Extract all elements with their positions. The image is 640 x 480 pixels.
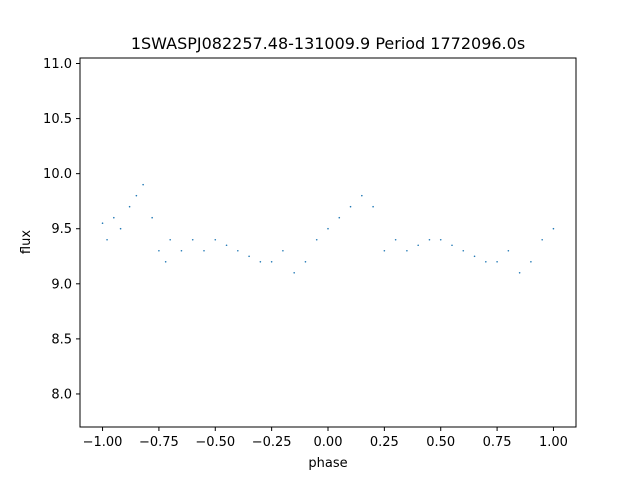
data-point [372, 205, 374, 208]
data-point [135, 194, 138, 197]
data-point [439, 238, 442, 241]
y-tick-label: 8.5 [51, 332, 72, 347]
data-point [203, 249, 205, 252]
data-point [383, 249, 386, 252]
x-tick-label: 0.25 [370, 435, 399, 450]
data-point [485, 260, 487, 263]
data-point [530, 260, 532, 263]
y-axis-label: flux [19, 230, 34, 254]
data-point [552, 227, 555, 230]
data-point [282, 249, 284, 252]
data-point [180, 249, 183, 252]
y-tick-label: 9.5 [51, 222, 72, 237]
y-tick-label: 10.0 [43, 167, 72, 182]
data-point [293, 271, 295, 274]
data-point [394, 238, 397, 241]
data-point [518, 271, 521, 274]
data-point [164, 260, 167, 263]
y-tick-label: 10.5 [43, 112, 72, 127]
x-tick-label: −1.00 [83, 435, 123, 450]
data-point [304, 260, 307, 263]
data-point [225, 244, 228, 247]
plot-frame [79, 57, 577, 428]
data-point [248, 255, 250, 258]
data-point [119, 227, 122, 230]
x-tick-label: −0.25 [252, 435, 292, 450]
data-point [417, 244, 419, 247]
x-tick-label: −0.75 [139, 435, 179, 450]
data-point [462, 249, 465, 252]
data-point [128, 205, 131, 208]
data-point [169, 238, 171, 241]
data-point [237, 249, 239, 252]
data-point [406, 249, 408, 252]
data-point [315, 238, 318, 241]
x-tick-label: 0.00 [314, 435, 343, 450]
y-tick-label: 9.0 [51, 277, 72, 292]
x-axis-label: phase [308, 456, 347, 471]
chart-title: 1SWASPJ082257.48-131009.9 Period 1772096… [131, 34, 525, 53]
data-point [142, 183, 144, 186]
points-layer [101, 183, 555, 274]
data-point [113, 216, 115, 219]
data-point [101, 222, 104, 225]
data-point [214, 238, 217, 241]
data-point [106, 238, 108, 241]
x-tick-label: 0.75 [483, 435, 512, 450]
data-point [496, 260, 498, 263]
data-point [451, 244, 453, 247]
data-point [191, 238, 194, 241]
data-point [259, 260, 262, 263]
data-point [349, 205, 352, 208]
x-tick-label: 0.50 [426, 435, 455, 450]
x-tick-label: 1.00 [539, 435, 568, 450]
x-axis: −1.00 −0.75 −0.50 −0.25 0.00 0.25 0.50 0.75 1.00 [83, 427, 568, 450]
data-point [428, 238, 431, 241]
y-tick-label: 8.0 [51, 387, 72, 402]
y-tick-label: 11.0 [43, 57, 72, 72]
data-point [327, 227, 329, 230]
data-point [361, 194, 363, 197]
data-point [151, 216, 153, 219]
data-point [507, 249, 510, 252]
data-point [473, 255, 476, 258]
data-point [338, 216, 341, 219]
data-point [158, 249, 160, 252]
x-tick-label: −0.50 [195, 435, 235, 450]
y-axis: 8.0 8.5 9.0 9.5 10.0 10.5 11.0 [43, 57, 80, 402]
data-point [541, 238, 543, 241]
data-point [270, 260, 273, 263]
